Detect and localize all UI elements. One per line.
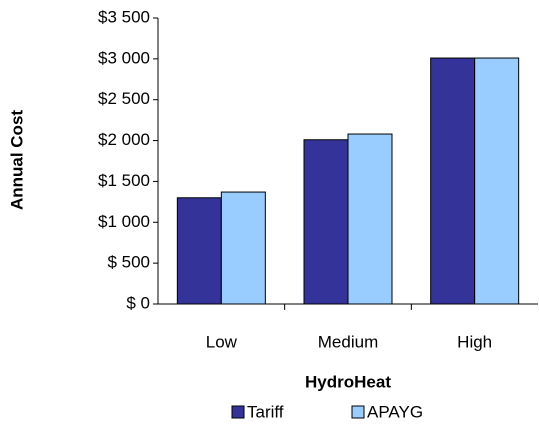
y-tick-label: $3 000: [98, 48, 150, 67]
legend-swatch: [231, 405, 245, 419]
x-tick-label: High: [457, 332, 492, 351]
x-tick-label: Low: [206, 332, 238, 351]
x-axis-title: HydroHeat: [305, 372, 391, 391]
bar: [474, 57, 520, 305]
legend-label: APAYG: [367, 402, 423, 421]
y-tick-label: $1 000: [98, 212, 150, 231]
bar: [176, 197, 222, 305]
y-tick-label: $2 000: [98, 130, 150, 149]
legend-label: Tariff: [247, 402, 284, 421]
bar: [347, 133, 393, 305]
y-tick-label: $2 500: [98, 89, 150, 108]
bar: [220, 191, 266, 305]
bar: [303, 139, 349, 305]
y-tick-label: $ 500: [107, 253, 150, 272]
x-tick-label: Medium: [318, 332, 378, 351]
y-axis-title: Annual Cost: [7, 110, 26, 210]
legend-swatch: [351, 405, 365, 419]
bar: [430, 57, 476, 305]
y-tick-label: $ 0: [126, 293, 150, 312]
y-tick-label: $1 500: [98, 171, 150, 190]
y-tick-label: $3 500: [98, 7, 150, 26]
